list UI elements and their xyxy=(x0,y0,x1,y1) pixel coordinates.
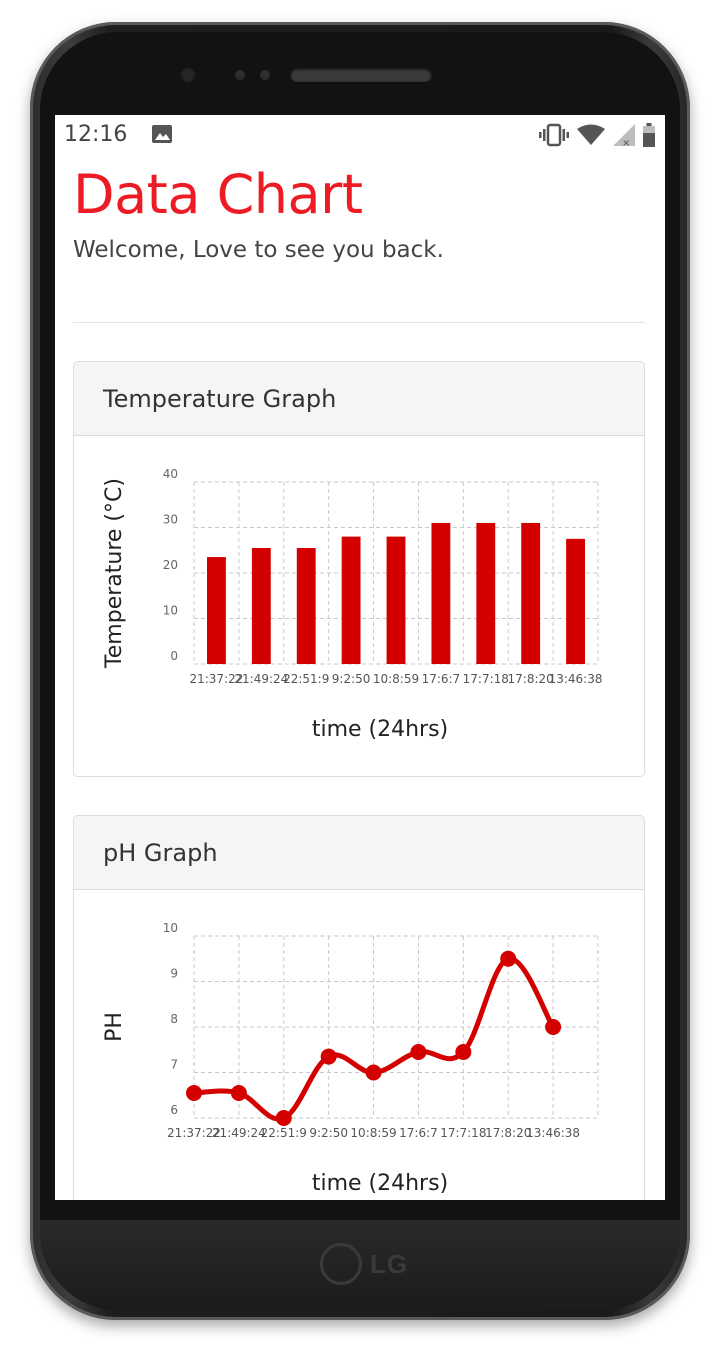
vibrate-icon xyxy=(539,123,569,147)
x-tick-label: 22:51:9 xyxy=(283,672,329,686)
y-tick-label: 10 xyxy=(163,604,178,618)
x-axis-label: time (24hrs) xyxy=(312,1171,448,1196)
status-bar: 12:16 × xyxy=(55,115,665,155)
x-tick-label: 10:8:59 xyxy=(350,1126,396,1140)
data-point xyxy=(365,1064,382,1081)
y-tick-label: 40 xyxy=(163,467,178,481)
x-tick-label: 21:49:24 xyxy=(212,1126,266,1140)
panel-body: 0 10 20 30 40 21:37:22 21:49:24 22:51:9 9:2:50 10… xyxy=(74,436,644,776)
x-tick-label: 10:8:59 xyxy=(373,672,419,686)
data-point xyxy=(455,1044,472,1061)
brand-text: LG xyxy=(370,1248,409,1279)
svg-text:×: × xyxy=(622,138,630,146)
y-tick-label: 9 xyxy=(170,967,178,981)
divider xyxy=(73,322,645,323)
x-tick-label: 17:6:7 xyxy=(399,1126,438,1140)
bar xyxy=(476,522,496,664)
sensor-icon xyxy=(260,70,270,80)
x-tick-label: 17:8:20 xyxy=(485,1126,531,1140)
brand-logo: LG xyxy=(320,1240,430,1288)
data-point xyxy=(545,1019,562,1035)
battery-icon xyxy=(643,123,655,147)
data-point xyxy=(275,1110,292,1126)
bar xyxy=(296,547,316,664)
panel-heading: Temperature Graph xyxy=(74,362,644,436)
panel-body: 6 7 8 9 10 21:37:22 21:49:24 22:51:9 9:2:50 10:8:… xyxy=(74,890,644,1200)
bar xyxy=(386,536,406,664)
bar xyxy=(251,547,271,664)
y-tick-label: 20 xyxy=(163,558,178,572)
page-title: Data Chart xyxy=(73,163,363,226)
x-tick-label: 17:7:18 xyxy=(463,672,509,686)
sensor-icon xyxy=(235,70,245,80)
y-axis-label: PH xyxy=(102,1012,127,1042)
panel-heading: pH Graph xyxy=(74,816,644,890)
data-point xyxy=(500,950,517,967)
temperature-panel: Temperature Graph 0 10 20 30 40 21:37:22 21:49… xyxy=(73,361,645,777)
image-icon xyxy=(152,125,172,143)
status-icons: × xyxy=(539,121,655,149)
x-tick-label: 13:46:38 xyxy=(549,672,603,686)
wifi-icon xyxy=(577,124,605,145)
ph-panel: pH Graph 6 7 8 9 10 21:37:22 21:49:24 22:51:9 9:… xyxy=(73,815,645,1200)
bar xyxy=(341,536,361,664)
x-tick-label: 21:37:22 xyxy=(167,1126,221,1140)
x-tick-label: 17:6:7 xyxy=(422,672,461,686)
bar xyxy=(566,538,585,664)
x-tick-label: 17:8:20 xyxy=(508,672,554,686)
y-tick-label: 10 xyxy=(163,921,178,935)
bar xyxy=(431,522,451,664)
x-tick-label: 9:2:50 xyxy=(309,1126,348,1140)
data-point xyxy=(186,1084,202,1101)
y-axis-label: Temperature (°C) xyxy=(102,478,127,669)
data-point xyxy=(230,1084,247,1101)
data-point xyxy=(320,1048,337,1065)
welcome-message: Welcome, Love to see you back. xyxy=(73,237,444,263)
x-tick-label: 21:49:24 xyxy=(234,672,288,686)
x-tick-label: 21:37:22 xyxy=(189,672,243,686)
signal-icon: × xyxy=(613,124,635,146)
y-tick-label: 7 xyxy=(170,1058,178,1072)
x-axis-label: time (24hrs) xyxy=(312,717,448,742)
lg-circle-icon xyxy=(320,1243,362,1285)
y-tick-label: 6 xyxy=(170,1103,178,1117)
x-tick-label: 17:7:18 xyxy=(440,1126,486,1140)
x-tick-label: 13:46:38 xyxy=(526,1126,580,1140)
series-line xyxy=(193,956,556,1122)
y-tick-label: 0 xyxy=(170,649,178,663)
earpiece-speaker xyxy=(290,68,432,82)
screen: 12:16 × xyxy=(55,115,665,1200)
x-tick-label: 22:51:9 xyxy=(261,1126,307,1140)
y-tick-label: 30 xyxy=(163,513,178,527)
y-tick-label: 8 xyxy=(170,1012,178,1026)
x-tick-label: 9:2:50 xyxy=(332,672,371,686)
front-camera-icon xyxy=(180,67,196,83)
bar xyxy=(521,522,541,664)
data-point xyxy=(410,1044,427,1061)
status-clock: 12:16 xyxy=(64,122,128,147)
bar xyxy=(207,557,226,664)
